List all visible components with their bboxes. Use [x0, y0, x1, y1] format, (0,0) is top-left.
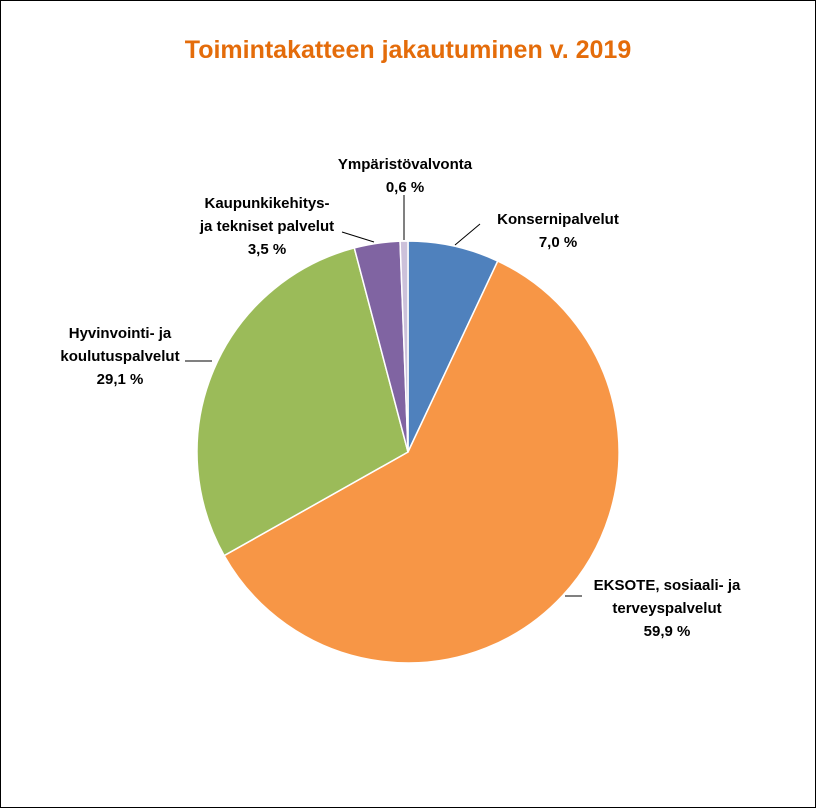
pie-slice-eksote-sosiaali-ja: [223, 260, 620, 664]
data-label-name-eksote-sosiaali-ja: terveyspalvelut: [612, 600, 721, 617]
data-label-value-konsernipalvelut: 7,0 %: [539, 234, 577, 251]
chart-title: Toimintakatteen jakautuminen v. 2019: [184, 36, 632, 64]
data-label-value-kaupunkikehitys: 3,5 %: [248, 241, 286, 258]
pie-slice-hyvinvointi-ja: [196, 247, 409, 557]
data-label-value-hyvinvointi-ja: 29,1 %: [97, 371, 144, 388]
data-label-name-eksote-sosiaali-ja: EKSOTE, sosiaali- ja: [594, 577, 741, 594]
data-label-name-hyvinvointi-ja: koulutuspalvelut: [60, 348, 179, 365]
leader-line-konsernipalvelut: [454, 223, 481, 246]
data-label-name-ymparistovalvonta: Ympäristövalvonta: [338, 156, 473, 173]
data-label-name-konsernipalvelut: Konsernipalvelut: [497, 211, 619, 228]
data-label-name-hyvinvointi-ja: Hyvinvointi- ja: [69, 325, 172, 342]
data-label-name-kaupunkikehitys: ja tekniset palvelut: [199, 218, 334, 235]
data-label-value-ymparistovalvonta: 0,6 %: [386, 179, 424, 196]
data-label-value-eksote-sosiaali-ja: 59,9 %: [644, 623, 691, 640]
data-label-name-kaupunkikehitys: Kaupunkikehitys-: [204, 195, 329, 212]
pie-slice-ymparistovalvonta: [399, 240, 409, 453]
leader-line-kaupunkikehitys: [341, 231, 375, 243]
